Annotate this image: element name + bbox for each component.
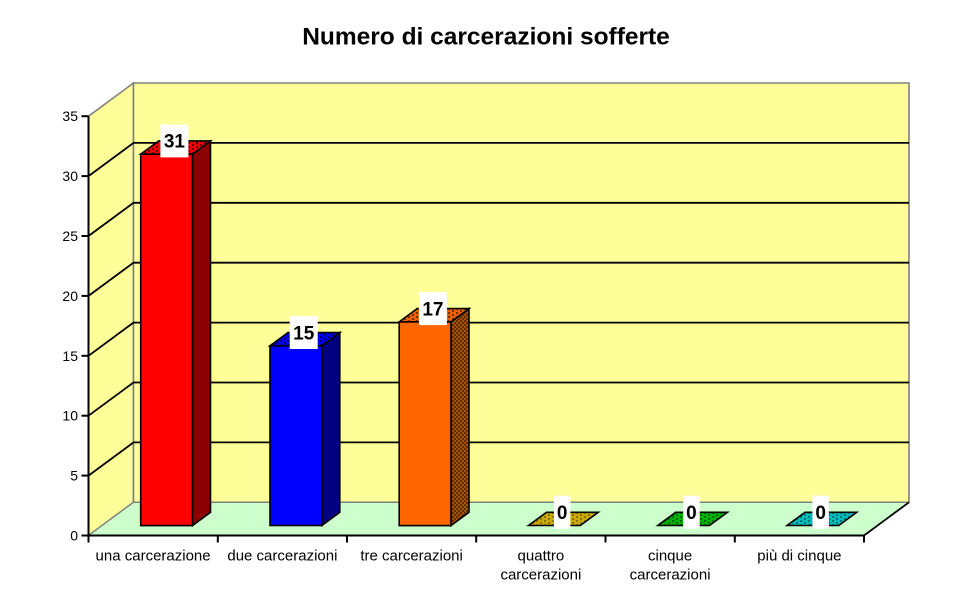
svg-text:0: 0 xyxy=(815,503,826,524)
svg-text:30: 30 xyxy=(62,168,78,184)
svg-text:10: 10 xyxy=(62,408,78,424)
svg-text:17: 17 xyxy=(422,299,443,320)
svg-text:Numero di carcerazioni soffert: Numero di carcerazioni sofferte xyxy=(302,24,670,51)
svg-text:cinque: cinque xyxy=(648,548,692,565)
svg-text:25: 25 xyxy=(62,228,78,244)
svg-text:più di cinque: più di cinque xyxy=(757,548,841,565)
svg-text:carcerazioni: carcerazioni xyxy=(630,567,711,584)
svg-text:quattro: quattro xyxy=(518,548,565,565)
svg-text:tre carcerazioni: tre carcerazioni xyxy=(360,548,463,565)
svg-text:una carcerazione: una carcerazione xyxy=(96,548,211,565)
svg-text:due carcerazioni: due carcerazioni xyxy=(227,548,337,565)
svg-text:5: 5 xyxy=(70,468,78,484)
svg-text:31: 31 xyxy=(164,132,186,153)
svg-text:15: 15 xyxy=(62,348,78,364)
svg-text:15: 15 xyxy=(293,323,315,344)
svg-text:carcerazioni: carcerazioni xyxy=(500,567,581,584)
svg-text:35: 35 xyxy=(62,108,78,124)
svg-text:0: 0 xyxy=(557,503,568,524)
svg-text:0: 0 xyxy=(70,528,78,544)
svg-text:0: 0 xyxy=(686,503,697,524)
svg-text:20: 20 xyxy=(62,288,78,304)
